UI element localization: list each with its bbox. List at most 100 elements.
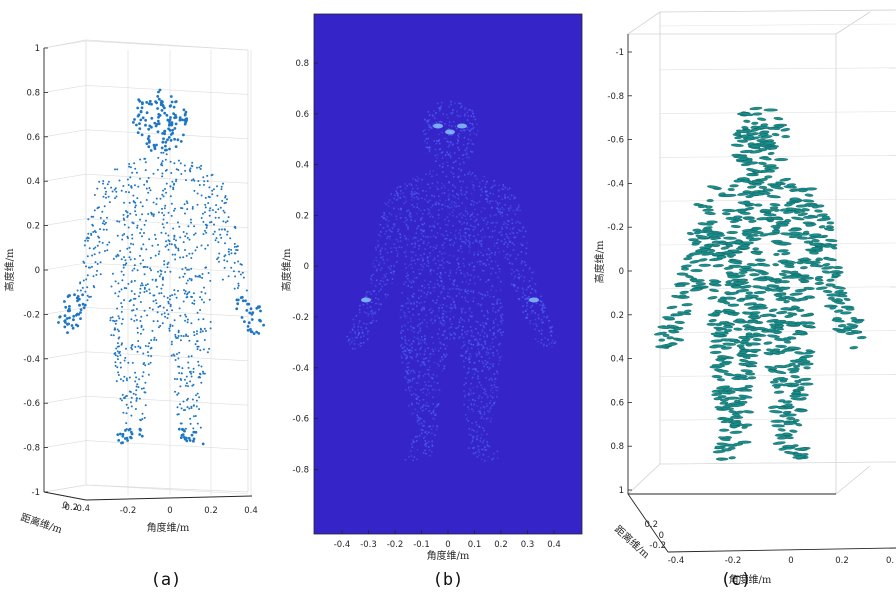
surface-patch — [731, 403, 746, 408]
point — [116, 168, 119, 171]
pixel — [534, 283, 537, 285]
pixel — [466, 111, 468, 114]
point — [196, 246, 199, 249]
point — [139, 118, 143, 122]
pixel — [441, 259, 443, 262]
pixel — [492, 221, 494, 224]
pixel — [421, 429, 424, 431]
point — [259, 309, 262, 313]
point — [173, 235, 176, 238]
pixel — [469, 133, 471, 136]
pixel — [415, 180, 417, 182]
point — [209, 221, 211, 224]
pixel — [420, 229, 422, 231]
pixel — [399, 233, 402, 236]
pixel — [499, 268, 501, 270]
pixel — [470, 203, 472, 205]
pixel — [548, 319, 551, 322]
pixel — [416, 410, 419, 413]
point — [127, 406, 130, 409]
point — [179, 436, 183, 439]
pixel — [412, 340, 415, 343]
pixel — [405, 250, 407, 252]
pixel — [447, 165, 449, 167]
point — [186, 296, 189, 298]
surface-patch — [755, 297, 765, 301]
surface-patch — [675, 283, 685, 288]
point — [101, 241, 104, 244]
pixel — [495, 221, 497, 224]
pixel — [413, 293, 415, 295]
pixel — [369, 322, 372, 325]
pixel — [455, 295, 458, 297]
pixel — [496, 222, 498, 224]
point — [157, 211, 160, 214]
pixel — [395, 218, 398, 220]
pixel — [428, 431, 430, 434]
pixel — [362, 341, 365, 344]
point — [135, 319, 138, 321]
pixel — [419, 348, 421, 350]
pixel — [483, 314, 486, 317]
pixel — [490, 260, 493, 262]
pixel — [519, 209, 522, 212]
surface-patch — [751, 121, 759, 125]
point — [140, 282, 143, 285]
pixel — [497, 309, 500, 312]
pixel — [351, 337, 353, 339]
point — [181, 207, 184, 210]
pixel — [427, 120, 430, 123]
point — [93, 253, 96, 256]
point — [143, 223, 146, 226]
pixel — [454, 102, 456, 105]
point — [167, 248, 170, 251]
surface-patch — [777, 428, 786, 432]
pixel — [429, 126, 432, 129]
point — [87, 218, 90, 221]
pixel — [535, 302, 538, 305]
surface-patch — [809, 251, 819, 255]
point — [251, 311, 255, 314]
pixel — [491, 230, 494, 232]
point — [236, 249, 239, 252]
point — [148, 99, 152, 103]
point — [182, 231, 185, 233]
point — [98, 180, 101, 183]
point — [128, 427, 132, 431]
pixel — [405, 255, 407, 258]
point — [220, 228, 223, 231]
surface-patch — [804, 193, 814, 197]
pixel — [493, 402, 495, 404]
point — [178, 307, 181, 310]
pixel — [458, 157, 460, 160]
pixel — [462, 143, 465, 146]
pixel — [474, 175, 476, 177]
pixel — [472, 116, 475, 119]
point — [166, 266, 169, 269]
point — [93, 194, 96, 196]
pixel — [412, 314, 414, 316]
pixel — [551, 325, 553, 328]
pixel — [395, 261, 398, 263]
surface-patch — [786, 275, 799, 279]
surface-patch — [716, 255, 727, 259]
point — [249, 330, 253, 333]
pixel — [476, 424, 478, 426]
point — [172, 112, 176, 115]
point — [177, 249, 180, 252]
surface-patch — [778, 292, 787, 296]
pixel — [473, 189, 476, 191]
pixel — [457, 249, 459, 252]
pixel — [412, 308, 414, 310]
pixel — [403, 314, 406, 317]
pixel — [458, 292, 461, 295]
y-tick-label: 0 — [35, 266, 40, 276]
surface-patch — [691, 240, 702, 244]
pixel — [441, 244, 444, 246]
pixel — [438, 307, 440, 309]
pixel — [405, 200, 407, 203]
point — [138, 378, 141, 381]
surface-patch — [775, 297, 787, 302]
pixel — [473, 297, 475, 299]
point — [177, 159, 180, 162]
